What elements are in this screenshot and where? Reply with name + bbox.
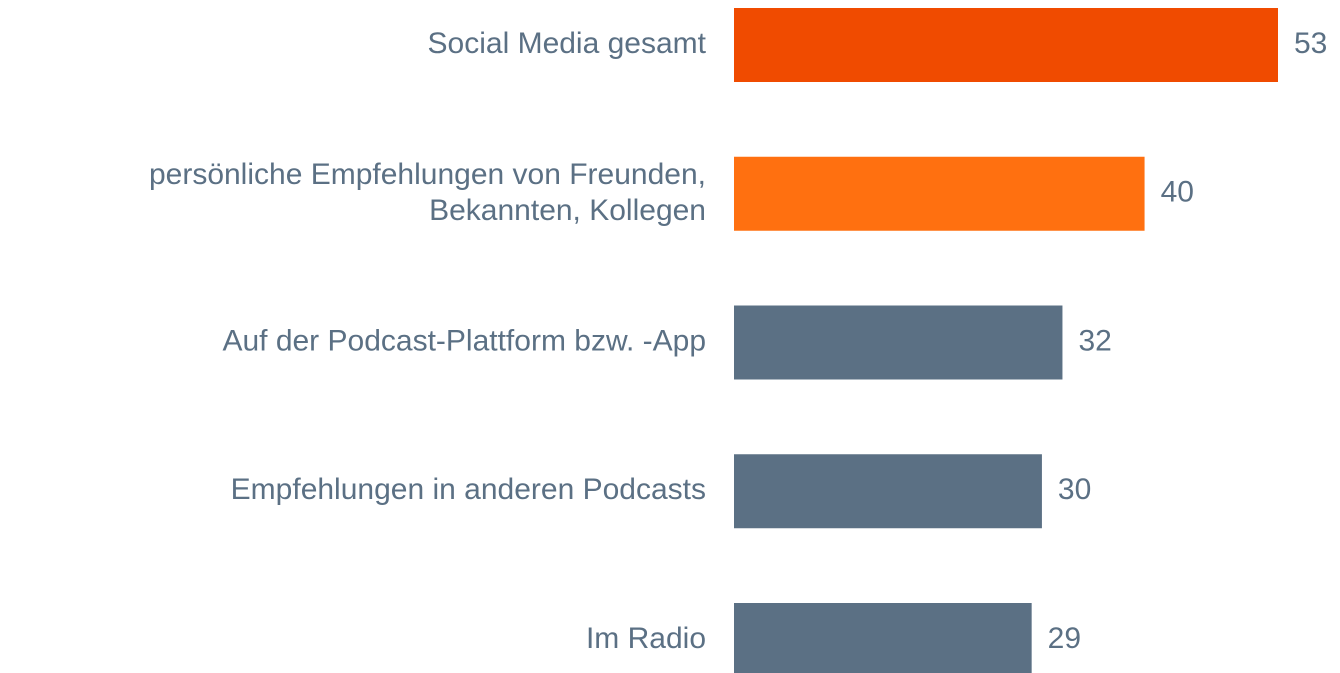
bar <box>734 156 1145 231</box>
value-label: 29 <box>1048 622 1081 655</box>
bar <box>734 305 1063 380</box>
category-label: Auf der Podcast-Plattform bzw. -App <box>222 324 706 357</box>
value-label: 53 <box>1294 27 1327 60</box>
value-label: 30 <box>1058 473 1091 506</box>
bar <box>734 603 1032 673</box>
category-label: Empfehlungen in anderen Podcasts <box>231 473 706 506</box>
category-label: Im Radio <box>586 622 706 655</box>
bar <box>734 454 1042 529</box>
category-label: Social Media gesamt <box>428 27 707 60</box>
category-label: persönliche Empfehlungen von Freunden, Be… <box>149 158 706 227</box>
value-label: 32 <box>1078 324 1111 357</box>
value-label: 40 <box>1161 176 1194 209</box>
bar <box>734 8 1278 82</box>
